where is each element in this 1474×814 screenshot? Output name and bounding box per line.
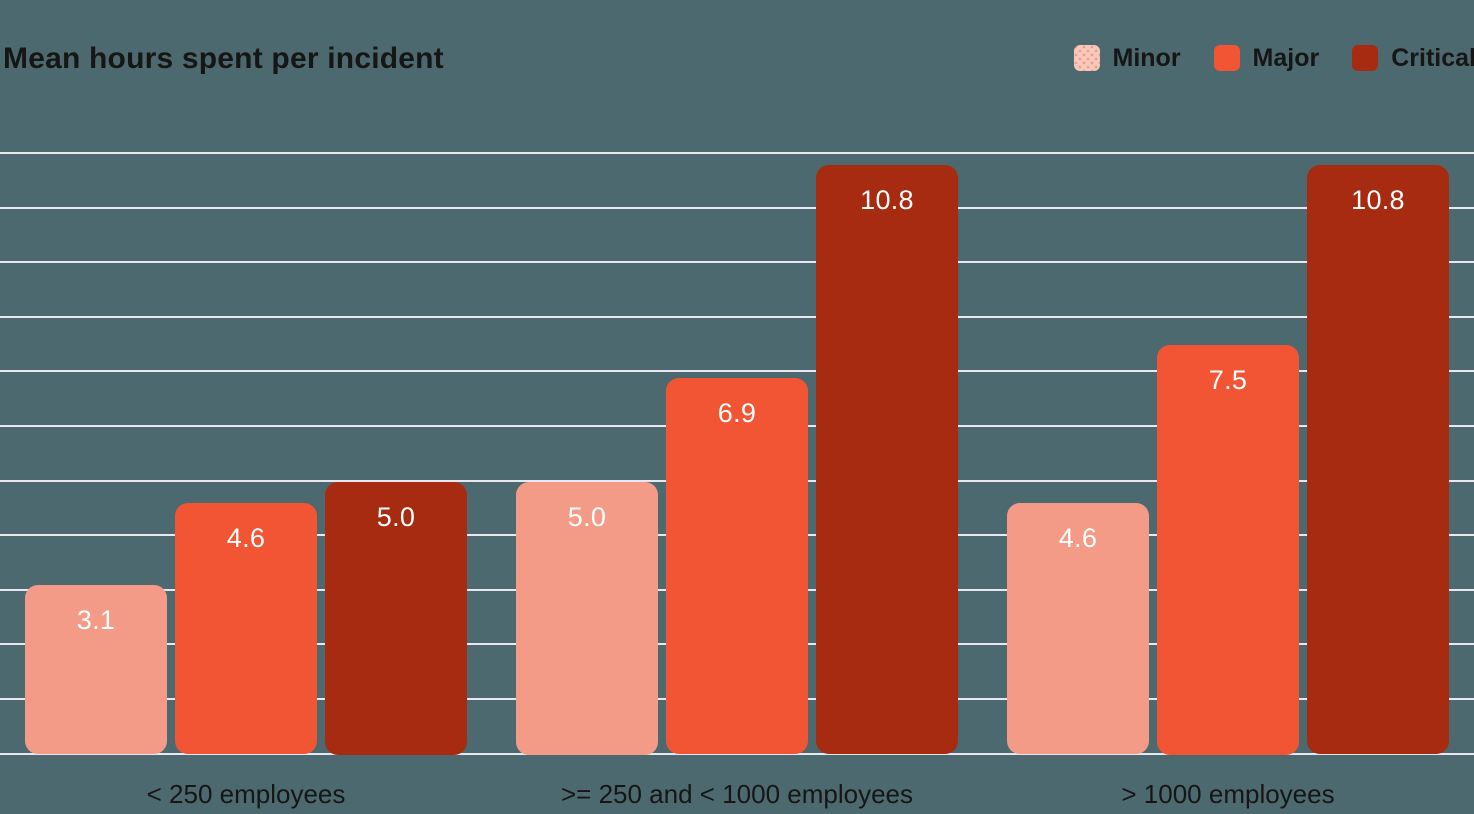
bar-major-group-2: 6.9 [666, 377, 808, 755]
bar-minor-group-1: 3.1 [25, 585, 167, 755]
bar-minor-group-2: 5.0 [516, 481, 658, 755]
legend-label-minor: Minor [1112, 43, 1181, 72]
bar-critical-group-1: 5.0 [325, 481, 467, 755]
x-axis-label-group-3: > 1000 employees [1121, 779, 1335, 809]
bar-value-label: 6.9 [717, 397, 757, 428]
bar-value-label: 7.5 [1208, 365, 1248, 395]
legend-label-major: Major [1252, 43, 1320, 72]
bar-value-label: 5.0 [567, 501, 607, 532]
bar-critical-group-3: 10.8 [1307, 164, 1449, 755]
x-axis-label-group-1: < 250 employees [146, 779, 346, 809]
gridline [0, 370, 1474, 373]
x-axis-label-group-2: >= 250 and < 1000 employees [560, 779, 914, 809]
bar-minor-group-3: 4.6 [1007, 503, 1149, 755]
critical-swatch-icon [1352, 45, 1379, 71]
bar-value-label: 4.6 [226, 523, 266, 554]
gridline [0, 151, 1474, 154]
gridline [0, 206, 1474, 209]
bar-major-group-3: 7.5 [1157, 345, 1299, 755]
bar-value-label: 3.1 [76, 605, 116, 636]
bar-value-label: 10.8 [1351, 184, 1405, 215]
bar-critical-group-2: 10.8 [816, 164, 958, 755]
chart-title: Mean hours spent per incident [3, 42, 444, 75]
gridline [0, 315, 1474, 318]
legend: Minor Major Critical [1073, 43, 1474, 73]
legend-item-minor: Minor [1073, 43, 1181, 73]
minor-swatch-icon [1073, 45, 1100, 71]
legend-item-critical: Critical [1352, 44, 1474, 73]
bar-value-label: 10.8 [860, 184, 914, 215]
legend-label-critical: Critical [1391, 43, 1474, 72]
major-swatch-icon [1213, 45, 1240, 71]
gridline [0, 261, 1474, 264]
bar-major-group-1: 4.6 [175, 503, 317, 755]
bar-value-label: 4.6 [1058, 523, 1098, 554]
legend-item-major: Major [1213, 43, 1320, 73]
bar-value-label: 5.0 [376, 501, 416, 532]
